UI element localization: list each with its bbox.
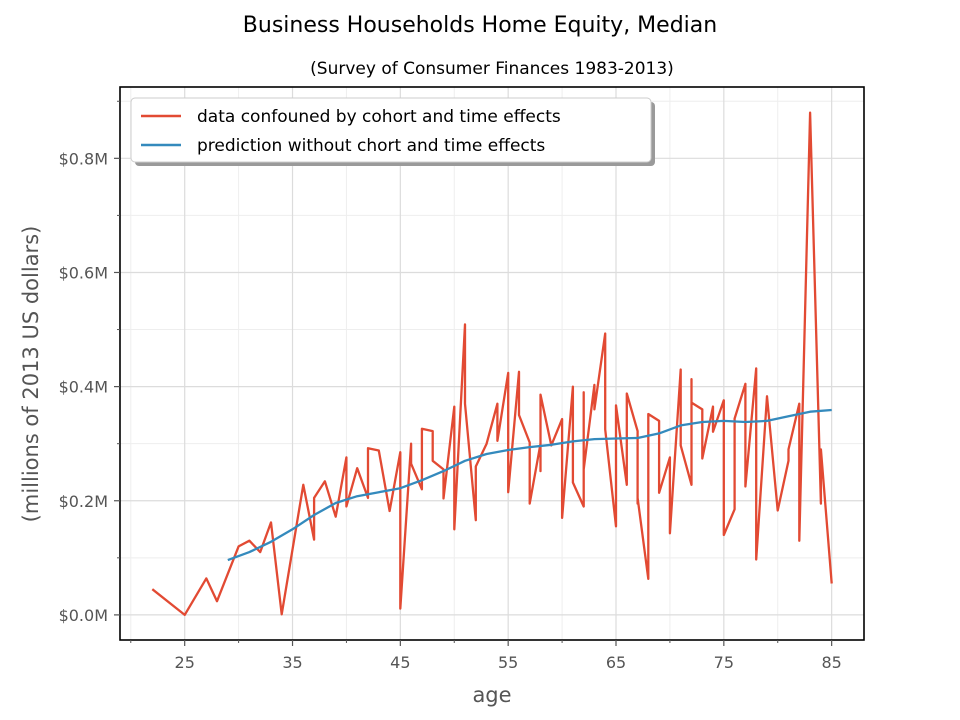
x-tick-label: 45	[390, 653, 410, 672]
series-line-prediction	[227, 408, 832, 562]
x-tick-label: 25	[175, 653, 195, 672]
y-tick-label: $0.2M	[59, 492, 108, 511]
x-tick-label: 85	[821, 653, 841, 672]
legend: data confouned by cohort and time effect…	[130, 97, 655, 166]
x-tick-label: 75	[714, 653, 734, 672]
y-tick-label: $0.6M	[59, 263, 108, 282]
x-tick-label: 55	[498, 653, 518, 672]
y-axis-label: (millions of 2013 US dollars)	[19, 226, 43, 523]
x-tick-label: 35	[282, 653, 302, 672]
y-tick-label: $0.4M	[59, 378, 108, 397]
x-axis-label: age	[472, 683, 511, 707]
chart-title: Business Households Home Equity, Median	[243, 13, 717, 38]
series-layer	[151, 111, 833, 617]
legend-label: data confouned by cohort and time effect…	[197, 107, 561, 127]
y-tick-label: $0.8M	[59, 149, 108, 168]
legend-box	[130, 97, 652, 163]
x-tick-label: 65	[606, 653, 626, 672]
ticks: 25 35 45 55 65 75 85 $0.0M $0.2M $0.4M $0.6M $0.8M	[59, 100, 842, 672]
series-line-observed	[151, 111, 833, 617]
chart-subtitle: (Survey of Consumer Finances 1983-2013)	[310, 59, 674, 79]
y-tick-label: $0.0M	[59, 606, 108, 625]
plot-frame	[119, 86, 865, 641]
grid	[120, 87, 864, 640]
legend-label: prediction without chort and time effect…	[197, 136, 545, 156]
